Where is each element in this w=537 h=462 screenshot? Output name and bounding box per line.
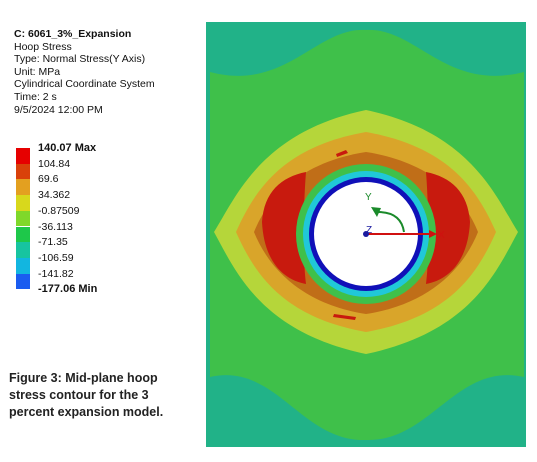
result-date: 9/5/2024 12:00 PM [14,103,103,116]
figure-caption: Figure 3: Mid-plane hoop stress contour … [9,371,164,419]
result-quantity: Hoop Stress [14,40,72,53]
legend-swatch [16,273,30,290]
x-axis-label: X [438,230,445,241]
legend-swatch [16,195,30,211]
contour-hot-spot-right [426,172,470,284]
y-axis-arrowhead [371,207,381,217]
legend-label: -0.87509 [38,204,80,217]
legend-swatch [16,226,30,243]
result-info-panel: C: 6061_3%_Expansion Hoop Stress Type: N… [14,28,155,116]
contour-hot-streak-bottom [333,314,356,320]
legend-label: -141.82 [38,267,74,280]
x-axis-arrowhead [429,230,437,238]
legend-swatch [16,179,30,196]
contour-hot-spot-left [262,172,306,284]
result-coordinate-system: Cylindrical Coordinate System [14,78,155,91]
legend-label: -36.113 [38,220,73,233]
origin-marker [363,231,369,237]
legend-label: 140.07 Max [38,142,97,154]
legend-swatch [16,242,30,258]
y-axis-label: Y [365,192,372,203]
z-axis-label: Z [366,225,372,236]
result-unit: Unit: MPa [14,65,61,78]
legend-label: 69.6 [38,173,59,186]
legend-swatch [16,163,30,180]
legend-swatch [16,257,30,274]
legend-label: -177.06 Min [38,283,98,296]
legend-label: -71.35 [38,236,68,249]
result-time: Time: 2 s [14,90,57,103]
legend-label: -106.59 [38,251,74,264]
legend-swatch [16,210,30,227]
y-axis-arc [377,211,405,233]
result-title: C: 6061_3%_Expansion [14,28,132,40]
result-type: Type: Normal Stress(Y Axis) [14,53,146,66]
legend-swatch [16,148,30,164]
legend-label: 104.84 [38,157,71,170]
legend-label: 34.362 [38,189,71,202]
contour-hot-streak-top [336,150,348,157]
stress-contour-plot: Y X Z [206,22,526,447]
